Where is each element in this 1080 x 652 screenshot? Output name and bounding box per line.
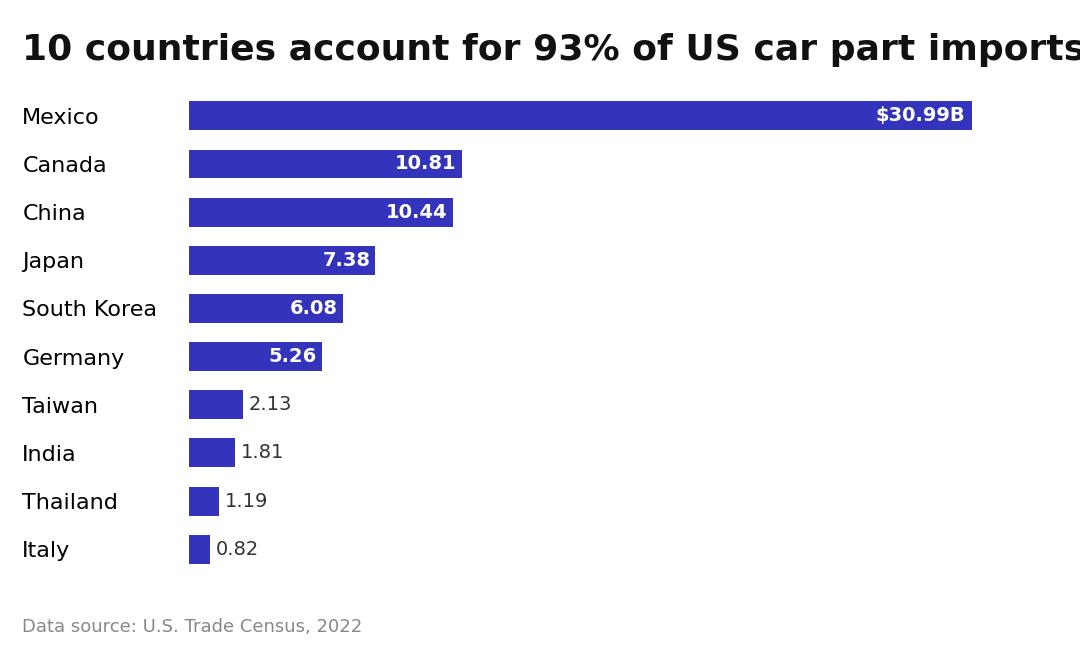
Bar — [189, 198, 453, 226]
Text: 10 countries account for 93% of US car part imports: 10 countries account for 93% of US car p… — [22, 33, 1080, 67]
Bar — [189, 391, 243, 419]
Text: 1.19: 1.19 — [226, 492, 269, 511]
Bar — [189, 246, 376, 274]
Bar — [189, 535, 210, 564]
Text: 1.81: 1.81 — [241, 443, 284, 462]
Text: 10.44: 10.44 — [386, 203, 447, 222]
Text: 0.82: 0.82 — [216, 540, 259, 559]
Bar — [189, 149, 462, 179]
Text: Data source: U.S. Trade Census, 2022: Data source: U.S. Trade Census, 2022 — [22, 619, 362, 636]
Bar — [189, 294, 342, 323]
Bar — [189, 486, 219, 516]
Text: $30.99B: $30.99B — [876, 106, 966, 125]
Text: 7.38: 7.38 — [322, 251, 370, 270]
Bar — [189, 101, 972, 130]
Text: 5.26: 5.26 — [269, 347, 316, 366]
Text: 10.81: 10.81 — [395, 155, 457, 173]
Bar — [189, 439, 234, 467]
Text: 6.08: 6.08 — [289, 299, 337, 318]
Bar — [189, 342, 322, 371]
Text: 2.13: 2.13 — [249, 395, 293, 414]
